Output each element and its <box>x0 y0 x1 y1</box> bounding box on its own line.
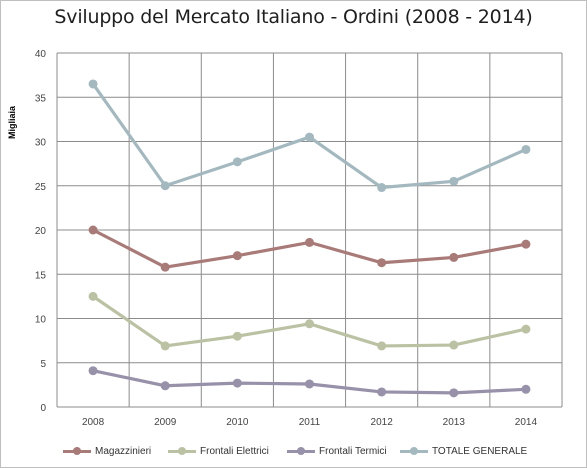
y-tick-label: 20 <box>35 226 47 237</box>
plot-series <box>88 79 531 398</box>
x-tick-label: 2014 <box>515 417 538 428</box>
data-point <box>521 239 531 249</box>
data-point <box>377 387 387 397</box>
data-point <box>377 341 387 351</box>
data-point <box>88 79 98 89</box>
data-point <box>160 262 170 272</box>
grid-lines <box>56 52 563 408</box>
x-tick-labels: 2008 2009 2010 2011 2012 2013 2014 <box>82 417 538 428</box>
data-point <box>160 381 170 391</box>
data-point <box>449 176 459 186</box>
legend-label: TOTALE GENERALE <box>432 445 528 457</box>
data-point <box>232 331 242 341</box>
y-tick-label: 15 <box>35 270 47 281</box>
series-frontali-termici <box>88 366 531 398</box>
y-tick-labels: 0 5 10 15 20 25 30 35 40 <box>35 49 47 414</box>
legend-label: Frontali Elettrici <box>200 445 269 457</box>
series-line <box>92 228 527 269</box>
data-point <box>305 319 314 329</box>
x-tick-label: 2013 <box>443 417 466 428</box>
data-point <box>160 181 170 191</box>
data-point <box>377 183 387 193</box>
x-tick-label: 2009 <box>154 417 177 428</box>
data-point <box>377 258 387 268</box>
data-point <box>88 366 98 376</box>
data-point <box>160 341 170 351</box>
legend: Magazzinieri Frontali Elettrici Frontali T… <box>58 442 578 460</box>
data-point <box>88 291 98 301</box>
data-point <box>449 252 459 262</box>
data-point <box>521 384 531 394</box>
data-point <box>305 237 314 247</box>
y-tick-label: 35 <box>35 93 47 104</box>
data-point <box>232 251 242 261</box>
legend-swatch <box>63 445 91 457</box>
legend-swatch <box>287 445 315 457</box>
legend-swatch <box>400 445 428 457</box>
data-point <box>521 324 531 334</box>
data-point <box>449 388 459 398</box>
data-point <box>305 132 314 142</box>
legend-item: Frontali Termici <box>287 442 387 460</box>
line-chart: 0 5 10 15 20 25 30 35 40 2008 2009 2010 2011 2012 201… <box>35 49 563 428</box>
x-tick-label: 2010 <box>226 417 249 428</box>
series-totale-generale <box>88 79 531 193</box>
legend-label: Magazzinieri <box>95 445 152 457</box>
series-frontali-elettrici <box>88 291 531 351</box>
data-point <box>305 379 314 389</box>
y-tick-label: 40 <box>35 49 47 60</box>
data-point <box>88 225 98 235</box>
data-point <box>449 340 459 350</box>
y-tick-label: 5 <box>40 359 46 370</box>
y-tick-label: 10 <box>35 315 47 326</box>
x-tick-label: 2011 <box>299 417 321 428</box>
data-point <box>521 144 531 154</box>
chart-title: Sviluppo del Mercato Italiano - Ordini (… <box>54 6 533 28</box>
x-tick-label: 2012 <box>371 417 394 428</box>
series-magazzinieri <box>88 225 531 272</box>
data-point <box>232 157 242 167</box>
y-tick-label: 0 <box>40 403 46 414</box>
legend-item: Frontali Elettrici <box>168 442 269 460</box>
data-point <box>232 378 242 388</box>
legend-label: Frontali Termici <box>319 445 387 457</box>
legend-item: TOTALE GENERALE <box>400 442 527 460</box>
x-tick-label: 2008 <box>82 417 105 428</box>
legend-item: Magazzinieri <box>63 442 151 460</box>
y-tick-label: 25 <box>35 182 47 193</box>
y-tick-label: 30 <box>35 138 47 149</box>
legend-swatch <box>168 445 196 457</box>
